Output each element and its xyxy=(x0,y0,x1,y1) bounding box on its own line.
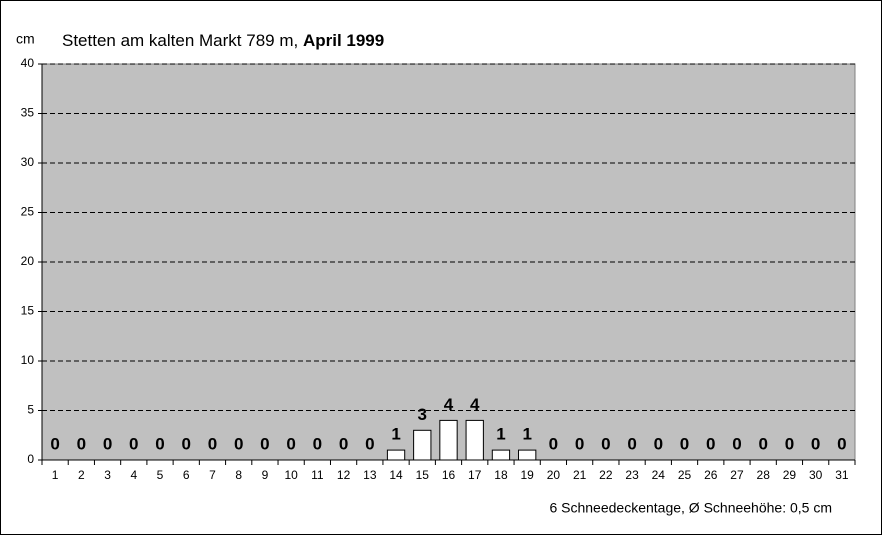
x-tick-label: 25 xyxy=(678,468,692,482)
x-tick-label: 23 xyxy=(625,468,639,482)
x-tick-label: 4 xyxy=(130,468,137,482)
value-label: 0 xyxy=(785,434,794,453)
title-period: April 1999 xyxy=(303,31,384,50)
bar xyxy=(439,419,458,461)
x-tick-label: 12 xyxy=(337,468,351,482)
value-label: 0 xyxy=(811,434,820,453)
bar xyxy=(386,449,406,461)
x-tick-label: 6 xyxy=(183,468,190,482)
x-tick-label: 2 xyxy=(78,468,85,482)
x-tick-label: 19 xyxy=(520,468,534,482)
value-label: 0 xyxy=(50,434,59,453)
value-label: 3 xyxy=(418,405,427,424)
x-tick-label: 1 xyxy=(52,468,59,482)
value-label: 0 xyxy=(129,434,138,453)
y-tick-label: 0 xyxy=(27,452,34,466)
value-label: 0 xyxy=(732,434,741,453)
y-tick-label: 5 xyxy=(27,403,34,417)
value-label: 0 xyxy=(208,434,217,453)
note: 6 Schneedeckentage, Ø Schneehöhe: 0,5 cm xyxy=(549,500,832,516)
value-label: 0 xyxy=(706,434,715,453)
value-label: 0 xyxy=(654,434,663,453)
x-tick-label: 7 xyxy=(209,468,216,482)
x-tick-label: 31 xyxy=(835,468,849,482)
value-label: 0 xyxy=(601,434,610,453)
x-tick-label: 22 xyxy=(599,468,613,482)
y-tick-label: 10 xyxy=(21,353,35,367)
value-label: 1 xyxy=(522,425,531,444)
y-tick-label: 35 xyxy=(21,106,35,120)
bar xyxy=(518,449,537,461)
plot-area xyxy=(41,63,856,461)
x-tick-label: 17 xyxy=(468,468,482,482)
value-label: 0 xyxy=(260,434,269,453)
x-tick-label: 21 xyxy=(573,468,587,482)
y-tick-label: 40 xyxy=(21,56,35,70)
value-label: 0 xyxy=(77,434,86,453)
y-tick-label: 15 xyxy=(21,304,35,318)
y-tick-label: 20 xyxy=(21,254,35,268)
y-tick-label: 25 xyxy=(21,205,35,219)
value-label: 0 xyxy=(103,434,112,453)
value-label: 4 xyxy=(470,395,480,414)
x-tick-label: 24 xyxy=(652,468,666,482)
x-tick-label: 14 xyxy=(389,468,403,482)
x-tick-label: 30 xyxy=(809,468,823,482)
y-axis-label: cm xyxy=(16,31,35,47)
value-label: 0 xyxy=(365,434,374,453)
value-label: 0 xyxy=(575,434,584,453)
value-label: 1 xyxy=(496,425,505,444)
x-tick-label: 28 xyxy=(757,468,771,482)
x-tick-label: 10 xyxy=(284,468,298,482)
title-main: Stetten am kalten Markt 789 m, xyxy=(62,31,298,50)
x-tick-label: 9 xyxy=(262,468,269,482)
x-tick-label: 15 xyxy=(416,468,430,482)
x-tick-label: 8 xyxy=(235,468,242,482)
value-label: 0 xyxy=(234,434,243,453)
x-tick-label: 20 xyxy=(547,468,561,482)
value-label: 0 xyxy=(549,434,558,453)
x-tick-label: 18 xyxy=(494,468,508,482)
value-label: 0 xyxy=(837,434,846,453)
y-tick-label: 30 xyxy=(21,155,35,169)
value-label: 0 xyxy=(758,434,767,453)
x-tick-label: 13 xyxy=(363,468,377,482)
value-label: 0 xyxy=(680,434,689,453)
value-label: 4 xyxy=(444,395,454,414)
value-label: 0 xyxy=(313,434,322,453)
bar xyxy=(465,419,484,461)
x-tick-label: 11 xyxy=(311,468,324,482)
chart-title: Stetten am kalten Markt 789 m, April 199… xyxy=(62,31,384,50)
value-label: 0 xyxy=(182,434,191,453)
bar xyxy=(413,429,432,461)
bar xyxy=(491,449,511,461)
x-tick-label: 5 xyxy=(157,468,164,482)
x-tick-label: 16 xyxy=(442,468,456,482)
value-label: 0 xyxy=(339,434,348,453)
value-label: 0 xyxy=(155,434,164,453)
x-tick-label: 29 xyxy=(783,468,797,482)
x-tick-label: 27 xyxy=(730,468,744,482)
x-tick-label: 26 xyxy=(704,468,718,482)
value-label: 0 xyxy=(286,434,295,453)
x-tick-label: 3 xyxy=(104,468,111,482)
value-label: 1 xyxy=(391,425,400,444)
value-label: 0 xyxy=(627,434,636,453)
